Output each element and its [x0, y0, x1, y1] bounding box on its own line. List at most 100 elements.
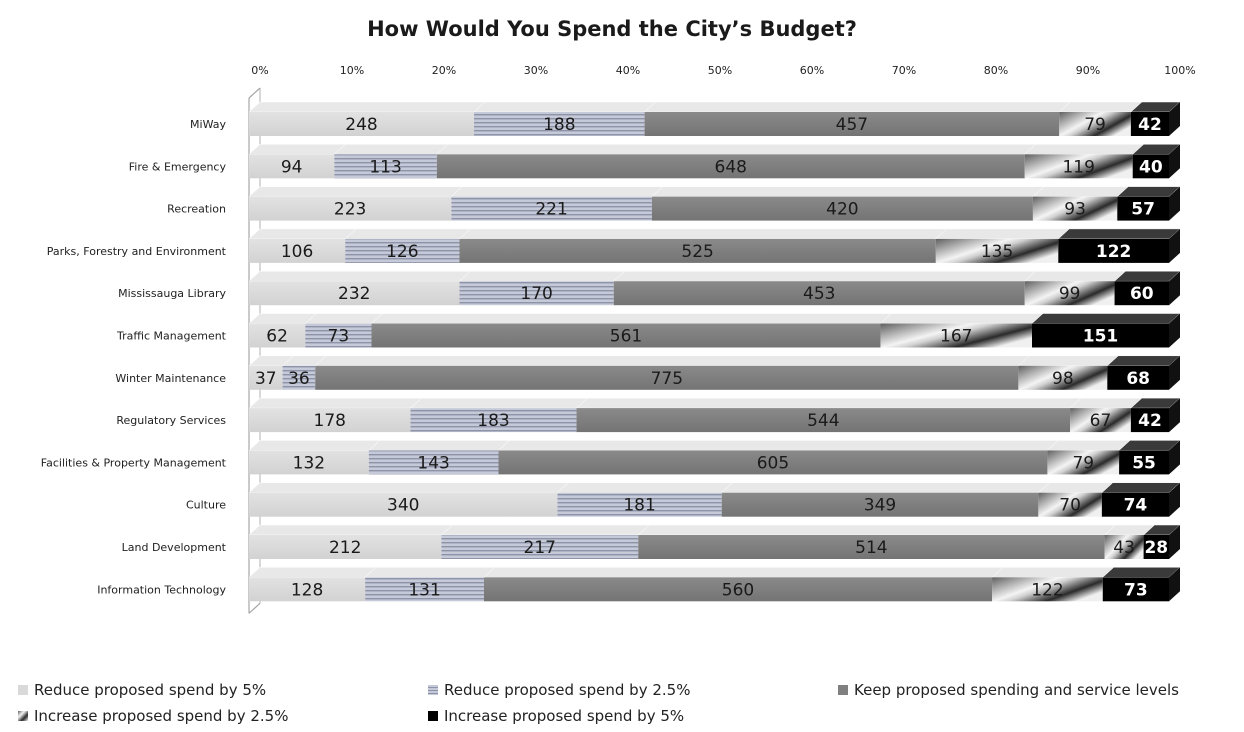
bar-segment-top — [1101, 482, 1181, 493]
legend-swatch — [18, 685, 28, 695]
bar-segment — [576, 408, 1071, 433]
data-label: 79 — [1084, 115, 1106, 135]
data-label: 68 — [1126, 369, 1150, 389]
bar-segment — [282, 365, 316, 390]
data-label: 135 — [981, 242, 1013, 262]
bar-segment — [365, 577, 484, 602]
legend-item-increase-5: Increase proposed spend by 5% — [428, 707, 684, 725]
data-label: 349 — [864, 496, 896, 516]
bar-segment-top — [314, 355, 1031, 367]
bar-segment — [249, 535, 442, 559]
bar-segment-top — [497, 440, 1060, 451]
x-tick-label: 30% — [524, 64, 548, 77]
data-label: 93 — [1064, 200, 1086, 220]
legend-swatch — [18, 711, 28, 721]
data-label: 94 — [281, 157, 303, 177]
x-tick-label: 100% — [1164, 64, 1195, 77]
bar-segment — [459, 281, 614, 306]
category-labels: MiWay Fire & Emergency Recreation Parks, Fo… — [41, 118, 227, 596]
data-label: 561 — [610, 327, 642, 347]
bar-segment — [441, 535, 639, 559]
bar-segment-top — [440, 524, 650, 536]
legend-item-increase-2-5: Increase proposed spend by 2.5% — [18, 707, 288, 725]
data-label: 143 — [417, 453, 449, 473]
bar-segment — [249, 154, 335, 179]
bar-segment-top — [248, 440, 381, 451]
data-label: 131 — [408, 580, 440, 600]
data-label: 167 — [940, 327, 972, 347]
legend-item-reduce-5: Reduce proposed spend by 5% — [18, 681, 266, 699]
data-label: 248 — [345, 115, 377, 135]
data-label: 40 — [1139, 157, 1163, 177]
bar-segment-top — [458, 228, 948, 240]
bar-end-face — [1169, 482, 1180, 517]
legend-swatch — [428, 685, 438, 695]
x-tick-label: 60% — [800, 64, 824, 77]
axis-bottom-connector — [248, 602, 261, 614]
data-label: 55 — [1132, 453, 1156, 473]
data-label: 43 — [1113, 538, 1135, 558]
bar-segment-top — [935, 228, 1070, 240]
data-label: 57 — [1131, 200, 1155, 220]
data-label: 126 — [386, 242, 418, 262]
bar-segment — [1130, 112, 1169, 136]
category-label: Facilities & Property Management — [41, 456, 227, 469]
bar-segment-top — [370, 313, 893, 324]
bar-segment-top — [1069, 397, 1143, 409]
data-label: 119 — [1062, 157, 1094, 177]
bar-segment-top — [1024, 270, 1127, 282]
bar-segment — [249, 112, 475, 136]
bar-segment-top — [556, 482, 734, 493]
legend-item-keep: Keep proposed spending and service level… — [838, 681, 1179, 699]
category-label: Fire & Emergency — [129, 160, 227, 173]
bar-end-face — [1169, 355, 1180, 390]
data-label: 67 — [1090, 411, 1112, 431]
data-label: 453 — [803, 284, 835, 304]
bar-segment — [410, 408, 577, 433]
bar-segment-top — [1024, 144, 1145, 155]
data-label: 775 — [651, 369, 683, 389]
bar-segment-top — [651, 186, 1045, 197]
data-label: 132 — [293, 453, 325, 473]
category-label: Culture — [186, 499, 226, 512]
bar-end-face — [1169, 271, 1180, 306]
bar-end-face — [1169, 567, 1180, 602]
data-label: 73 — [1124, 580, 1148, 600]
bar-segment — [368, 450, 499, 475]
category-label: Mississauga Library — [118, 287, 226, 300]
data-label: 560 — [722, 580, 754, 600]
data-label: 28 — [1144, 538, 1168, 558]
category-label: Traffic Management — [116, 330, 227, 343]
bar-segment-top — [1057, 228, 1181, 240]
bar-segment — [1107, 365, 1169, 390]
data-label: 648 — [715, 157, 747, 177]
bar-segment — [436, 154, 1025, 179]
x-tick-label: 20% — [432, 64, 456, 77]
bar-segment-top — [643, 101, 1071, 113]
data-label: 36 — [288, 369, 310, 389]
bar-segment — [498, 450, 1048, 475]
bar-segment-top — [1031, 313, 1181, 324]
bar-segment-top — [248, 524, 453, 536]
bar-segment — [1130, 408, 1169, 433]
legend-label: Keep proposed spending and service level… — [854, 681, 1179, 699]
bar-segment — [249, 365, 283, 390]
category-label: Information Technology — [97, 583, 226, 596]
bar-segment — [483, 577, 993, 602]
data-label: 514 — [855, 538, 887, 558]
legend-swatch — [428, 711, 438, 721]
data-label: 544 — [807, 411, 839, 431]
data-label: 525 — [681, 242, 713, 262]
bar-segment-top — [1106, 355, 1181, 367]
data-label: 223 — [334, 200, 366, 220]
axis-top-connector — [248, 87, 261, 99]
bar-segment-top — [1046, 440, 1131, 451]
legend-label: Reduce proposed spend by 5% — [34, 681, 267, 699]
data-label: 42 — [1138, 411, 1162, 431]
bar-segment — [371, 323, 881, 348]
data-label: 181 — [623, 496, 655, 516]
bar-segment — [992, 577, 1103, 602]
data-label: 340 — [387, 496, 419, 516]
bar-segment — [459, 238, 936, 263]
bar-segment-top — [333, 144, 449, 155]
